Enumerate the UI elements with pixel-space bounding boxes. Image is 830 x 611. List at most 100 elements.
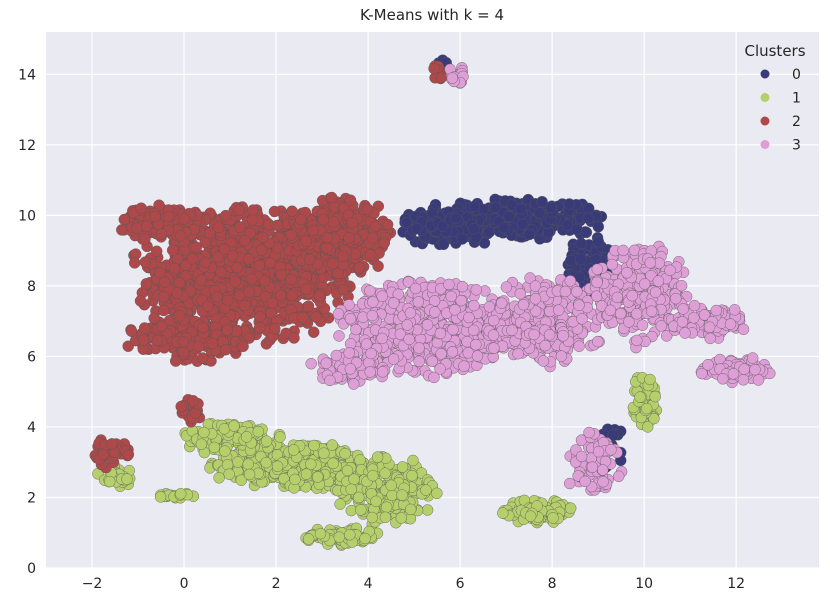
point	[592, 220, 604, 233]
point	[324, 374, 336, 387]
point	[344, 363, 357, 375]
x-tick-label: 8	[548, 576, 557, 592]
point	[154, 491, 167, 503]
point	[506, 324, 518, 336]
point	[639, 278, 651, 290]
point	[387, 353, 400, 365]
point	[386, 489, 398, 501]
x-tick-label: 12	[727, 576, 745, 592]
point	[327, 457, 339, 469]
point	[613, 470, 625, 482]
point	[239, 234, 251, 247]
data-points	[89, 54, 776, 551]
point	[242, 458, 254, 470]
point	[413, 355, 425, 367]
point	[195, 438, 208, 450]
point	[443, 278, 455, 291]
point	[677, 303, 689, 315]
point	[264, 257, 277, 269]
point	[328, 215, 340, 228]
point	[243, 286, 255, 298]
point	[471, 350, 484, 362]
point	[704, 332, 716, 345]
point	[515, 203, 527, 215]
point	[752, 374, 765, 386]
point	[308, 326, 320, 338]
point	[645, 305, 658, 317]
point	[149, 210, 162, 223]
point	[446, 346, 459, 358]
point	[547, 512, 559, 524]
point	[642, 421, 654, 433]
point	[483, 226, 495, 238]
point	[253, 260, 266, 272]
point	[228, 420, 240, 432]
point	[211, 291, 223, 303]
point	[563, 198, 575, 210]
point	[285, 273, 297, 286]
point	[202, 300, 214, 312]
point	[676, 316, 689, 328]
point	[559, 285, 572, 298]
point	[231, 261, 243, 274]
point	[385, 479, 397, 491]
point	[302, 300, 315, 312]
point	[503, 210, 515, 223]
point	[333, 531, 345, 543]
point	[379, 467, 391, 479]
point	[355, 504, 367, 516]
point	[573, 340, 585, 352]
point	[404, 307, 417, 319]
x-axis-ticks: −2 0 2 4 6 8 10 12	[82, 576, 745, 592]
point	[300, 468, 313, 480]
point	[370, 495, 382, 507]
point	[274, 431, 286, 443]
point	[122, 449, 135, 461]
point	[260, 456, 272, 469]
point	[366, 309, 378, 322]
point	[434, 363, 446, 375]
point	[675, 280, 688, 292]
point	[304, 253, 316, 266]
point	[445, 290, 457, 303]
point	[139, 256, 152, 268]
point	[410, 222, 423, 235]
point	[631, 334, 643, 347]
point	[157, 291, 170, 303]
point	[219, 209, 232, 222]
point	[605, 444, 617, 456]
point	[271, 460, 284, 472]
series-1	[92, 372, 662, 551]
point	[575, 253, 587, 266]
point	[649, 390, 661, 403]
point	[529, 293, 542, 305]
point	[447, 323, 459, 336]
point	[405, 503, 417, 516]
y-tick-label: 2	[27, 490, 36, 506]
point	[370, 220, 382, 233]
point	[367, 232, 379, 244]
point	[621, 267, 633, 279]
point	[168, 262, 181, 275]
point	[592, 446, 605, 458]
point	[688, 312, 700, 324]
point	[139, 233, 151, 245]
point	[151, 334, 164, 347]
point	[500, 281, 513, 293]
point	[611, 291, 623, 304]
x-tick-label: −2	[82, 576, 103, 592]
point	[724, 318, 737, 330]
point	[470, 284, 482, 296]
point	[583, 202, 595, 215]
point	[288, 444, 300, 456]
point	[592, 335, 604, 348]
point	[234, 221, 246, 233]
point	[271, 219, 283, 232]
point	[341, 464, 354, 477]
point	[644, 373, 656, 386]
point	[606, 258, 618, 271]
point	[458, 360, 470, 372]
point	[470, 339, 482, 351]
point	[177, 336, 190, 348]
